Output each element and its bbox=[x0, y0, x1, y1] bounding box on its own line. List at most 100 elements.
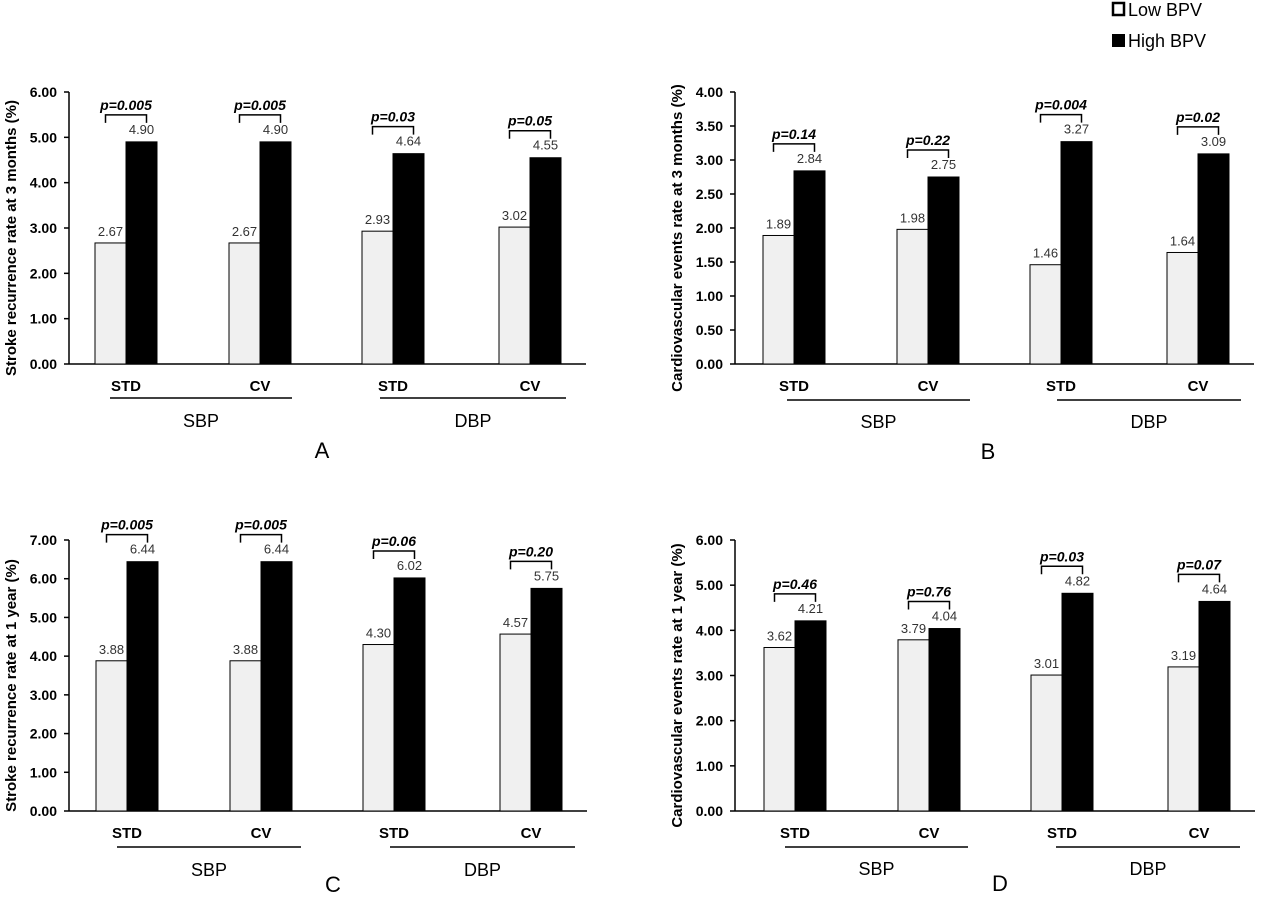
data-label-high: 4.90 bbox=[129, 122, 154, 137]
bar-low-bpv bbox=[228, 242, 261, 365]
significance-bracket bbox=[1176, 126, 1220, 135]
group-label: SBP bbox=[858, 859, 894, 879]
bar-high-bpv bbox=[1060, 141, 1093, 365]
data-label-low: 3.88 bbox=[233, 642, 258, 657]
p-value-label: p=0.20 bbox=[508, 543, 553, 559]
y-axis-title: Cardiovascular events rate at 1 year (%) bbox=[669, 543, 686, 827]
chart-panel-a: 0.00 1.00 2.00 3.00 4.00 5.00 6.00 Stroke recur… bbox=[3, 84, 586, 463]
data-label-low: 1.98 bbox=[900, 210, 925, 225]
data-label-high: 4.04 bbox=[932, 609, 957, 624]
group-label: DBP bbox=[1129, 859, 1166, 879]
y-tick-label: 0.50 bbox=[696, 322, 723, 338]
y-tick-label: 5.00 bbox=[30, 129, 57, 145]
bar-low-bpv bbox=[897, 639, 930, 812]
y-tick-label: 2.00 bbox=[696, 220, 723, 236]
data-label-low: 4.30 bbox=[366, 626, 391, 641]
bar-high-bpv bbox=[125, 141, 158, 365]
p-value-label: p=0.005 bbox=[99, 97, 152, 113]
data-label-low: 1.64 bbox=[1170, 233, 1195, 248]
significance-bracket bbox=[105, 533, 149, 543]
data-label-high: 4.64 bbox=[396, 134, 421, 149]
y-tick-label: 3.00 bbox=[696, 152, 723, 168]
x-category-label: CV bbox=[520, 378, 541, 395]
chart-panel-d: 0.00 1.00 2.00 3.00 4.00 5.00 6.00 Cardiovascul… bbox=[669, 532, 1255, 896]
p-value-label: p=0.05 bbox=[507, 113, 552, 129]
bar-low-bpv bbox=[1030, 674, 1063, 812]
x-category-label: STD bbox=[1047, 825, 1077, 842]
bar-low-bpv bbox=[1166, 251, 1199, 365]
significance-bracket bbox=[1039, 113, 1083, 123]
x-category-label: STD bbox=[1046, 378, 1076, 395]
y-tick-label: 1.00 bbox=[696, 288, 723, 304]
data-label-high: 5.75 bbox=[534, 568, 559, 583]
bar-high-bpv bbox=[259, 141, 292, 365]
significance-bracket bbox=[238, 114, 282, 123]
p-value-label: p=0.14 bbox=[771, 126, 816, 142]
data-label-high: 4.55 bbox=[533, 138, 558, 153]
data-label-high: 3.09 bbox=[1201, 134, 1226, 149]
p-value-label: p=0.06 bbox=[371, 533, 416, 549]
p-value-label: p=0.005 bbox=[234, 517, 287, 533]
significance-bracket bbox=[1040, 565, 1084, 575]
x-category-label: CV bbox=[918, 378, 939, 395]
data-label-high: 2.75 bbox=[931, 157, 956, 172]
bar-high-bpv bbox=[927, 176, 960, 365]
bar-low-bpv bbox=[498, 226, 531, 365]
data-label-high: 3.27 bbox=[1064, 122, 1089, 137]
y-axis-title: Stroke recurrence rate at 1 year (%) bbox=[3, 559, 20, 812]
y-tick-label: 4.00 bbox=[696, 622, 723, 638]
y-tick-label: 3.00 bbox=[30, 687, 57, 703]
y-tick-label: 2.00 bbox=[30, 265, 57, 281]
bar-high-bpv bbox=[529, 157, 562, 365]
y-tick-label: 4.00 bbox=[696, 84, 723, 100]
data-label-low: 1.89 bbox=[766, 216, 791, 231]
data-label-low: 3.62 bbox=[767, 628, 792, 643]
p-value-label: p=0.03 bbox=[370, 109, 415, 125]
group-label: SBP bbox=[860, 412, 896, 432]
y-tick-label: 5.00 bbox=[696, 577, 723, 593]
bar-high-bpv bbox=[1061, 592, 1094, 812]
x-category-label: STD bbox=[378, 378, 408, 395]
significance-bracket bbox=[907, 600, 951, 610]
x-category-label: STD bbox=[112, 825, 142, 842]
y-axis-title: Cardiovascular events rate at 3 months (… bbox=[669, 84, 686, 392]
data-label-low: 2.93 bbox=[365, 212, 390, 227]
data-label-high: 4.90 bbox=[263, 122, 288, 137]
y-tick-label: 3.00 bbox=[696, 668, 723, 684]
data-label-low: 4.57 bbox=[503, 615, 528, 630]
group-label: DBP bbox=[1130, 412, 1167, 432]
data-label-high: 6.44 bbox=[264, 542, 289, 557]
legend: Low BPV High BPV bbox=[1111, 0, 1206, 51]
x-category-label: CV bbox=[251, 825, 272, 842]
y-tick-label: 1.50 bbox=[696, 254, 723, 270]
significance-bracket bbox=[773, 593, 817, 602]
x-category-label: STD bbox=[111, 378, 141, 395]
y-tick-label: 4.00 bbox=[30, 648, 57, 664]
significance-bracket bbox=[772, 143, 816, 152]
bar-low-bpv bbox=[95, 660, 128, 812]
p-value-label: p=0.03 bbox=[1039, 548, 1084, 564]
y-tick-label: 1.00 bbox=[30, 311, 57, 327]
y-tick-label: 0.00 bbox=[30, 356, 57, 372]
bar-high-bpv bbox=[260, 561, 293, 812]
bar-low-bpv bbox=[362, 644, 395, 812]
y-tick-label: 2.50 bbox=[696, 186, 723, 202]
y-tick-label: 0.00 bbox=[30, 803, 57, 819]
data-label-low: 2.67 bbox=[232, 224, 257, 239]
significance-bracket bbox=[906, 149, 950, 158]
bar-low-bpv bbox=[896, 228, 929, 365]
y-tick-label: 3.50 bbox=[696, 118, 723, 134]
bar-low-bpv bbox=[94, 242, 127, 365]
significance-bracket bbox=[372, 550, 416, 559]
x-category-label: CV bbox=[919, 825, 940, 842]
x-category-label: STD bbox=[379, 825, 409, 842]
bar-low-bpv bbox=[361, 230, 394, 365]
p-value-label: p=0.22 bbox=[905, 132, 950, 148]
bar-high-bpv bbox=[392, 153, 425, 365]
group-label: SBP bbox=[191, 860, 227, 880]
bar-high-bpv bbox=[928, 628, 961, 812]
data-label-low: 1.46 bbox=[1033, 246, 1058, 261]
p-value-label: p=0.76 bbox=[906, 584, 951, 600]
bar-high-bpv bbox=[793, 170, 826, 365]
